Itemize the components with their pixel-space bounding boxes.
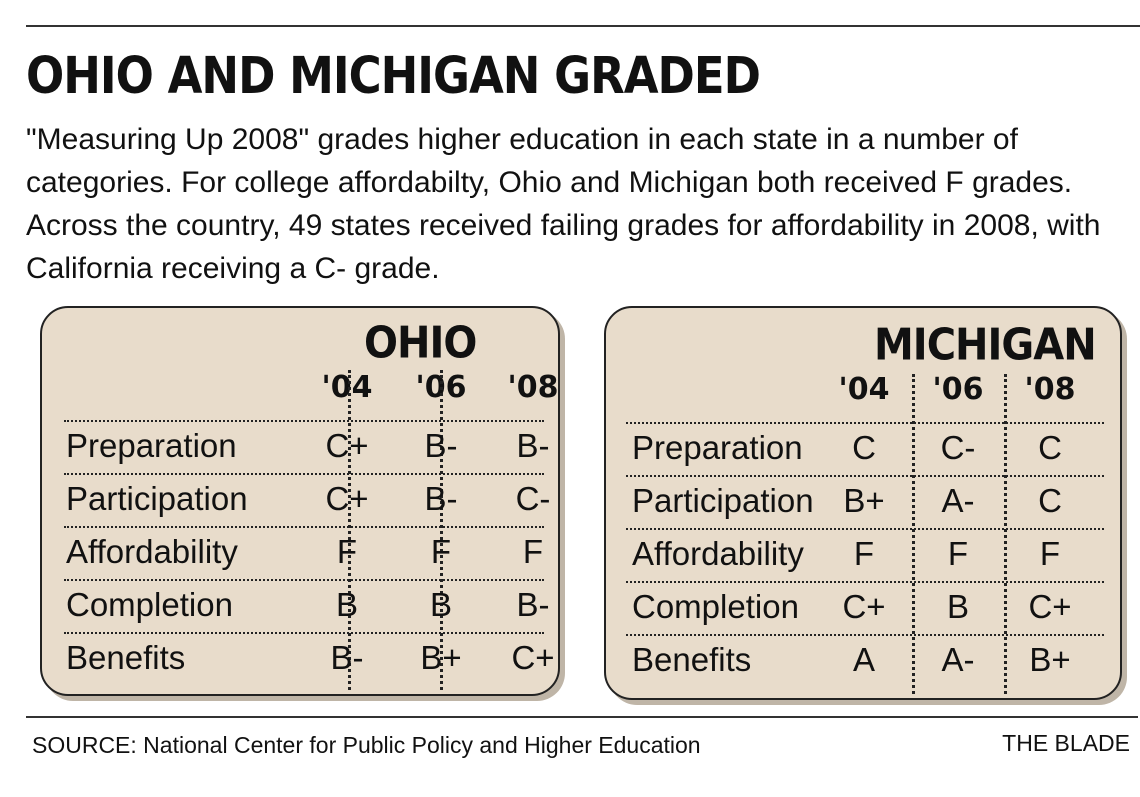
ohio-year-header: '04: [321, 370, 373, 405]
intro-text: "Measuring Up 2008" grades higher educat…: [26, 123, 1101, 285]
ohio-grade-cell: B+: [420, 639, 462, 676]
ohio-grade-cell: C+: [325, 427, 369, 464]
michigan-category-label: Affordability: [632, 535, 804, 572]
ohio-category-label: Benefits: [66, 639, 186, 676]
michigan-row-divider: [626, 528, 1104, 530]
michigan-category-label: Completion: [632, 588, 799, 625]
ohio-grade-cell: B-: [424, 427, 458, 464]
michigan-category-label: Preparation: [632, 429, 803, 466]
ohio-year-header: '08: [507, 370, 559, 405]
ohio-row-divider: [64, 473, 544, 475]
ohio-grade-cell: C+: [325, 480, 369, 517]
michigan-row-divider: [626, 475, 1104, 477]
ohio-grade-cell: F: [336, 533, 358, 570]
ohio-row-divider: [64, 632, 544, 634]
michigan-grade-cell: C: [852, 429, 876, 466]
michigan-row-divider: [626, 422, 1104, 424]
ohio-category-label: Participation: [66, 480, 248, 517]
ohio-grade-cell: B: [429, 586, 452, 623]
ohio-grade-table: OHIO '04'06'08 Preparation C+ B- B- Participat…: [40, 306, 560, 696]
ohio-grade-cell: B: [335, 586, 358, 623]
ohio-grade-cell: C+: [511, 639, 555, 676]
ohio-grade-cell: B-: [516, 427, 550, 464]
ohio-grade-cell: C-: [515, 480, 551, 517]
top-rule: [26, 25, 1140, 27]
ohio-column-divider: [348, 370, 351, 690]
michigan-grade-cell: C+: [1028, 588, 1072, 625]
michigan-grade-cell: C-: [940, 429, 976, 466]
publisher-credit: THE BLADE: [1002, 730, 1130, 756]
michigan-grade-cell: C+: [842, 588, 886, 625]
michigan-grade-cell: A-: [941, 641, 975, 678]
michigan-grade-cell: F: [947, 535, 969, 572]
ohio-state-title: OHIO: [364, 318, 477, 369]
michigan-grade-cell: A-: [941, 482, 975, 519]
ohio-grade-cell: B-: [424, 480, 458, 517]
michigan-year-header: '04: [838, 372, 890, 407]
michigan-grade-cell: B+: [1029, 641, 1071, 678]
ohio-column-divider: [440, 370, 443, 690]
michigan-row-divider: [626, 581, 1104, 583]
michigan-grade-table: MICHIGAN '04 '06 '08 Preparation C C- C Particip…: [604, 306, 1122, 700]
michigan-year-header: '06: [932, 372, 984, 407]
ohio-category-label: Affordability: [66, 533, 238, 570]
michigan-column-divider: [912, 374, 915, 694]
michigan-grade-cell: F: [853, 535, 875, 572]
bottom-rule: [26, 716, 1138, 718]
ohio-category-label: Completion: [66, 586, 233, 623]
michigan-state-title: MICHIGAN: [874, 320, 1097, 371]
michigan-grade-cell: A: [852, 641, 875, 678]
michigan-year-header: '08: [1024, 372, 1076, 407]
michigan-column-divider: [1004, 374, 1007, 694]
ohio-row-divider: [64, 420, 544, 422]
michigan-grade-cell: F: [1039, 535, 1061, 572]
headline: OHIO AND MICHIGAN GRADED: [26, 46, 761, 106]
michigan-grade-cell: B+: [843, 482, 885, 519]
michigan-category-label: Participation: [632, 482, 814, 519]
michigan-grade-cell: C: [1038, 429, 1062, 466]
ohio-row-divider: [64, 579, 544, 581]
michigan-grade-cell: C: [1038, 482, 1062, 519]
ohio-category-label: Preparation: [66, 427, 237, 464]
ohio-row-divider: [64, 526, 544, 528]
michigan-grade-cell: B: [946, 588, 969, 625]
michigan-category-label: Benefits: [632, 641, 752, 678]
ohio-grade-cell: F: [430, 533, 452, 570]
michigan-row-divider: [626, 634, 1104, 636]
ohio-grade-cell: F: [522, 533, 544, 570]
source-note: SOURCE: National Center for Public Polic…: [32, 732, 701, 758]
ohio-grade-cell: B-: [516, 586, 550, 623]
ohio-grade-cell: B-: [330, 639, 364, 676]
